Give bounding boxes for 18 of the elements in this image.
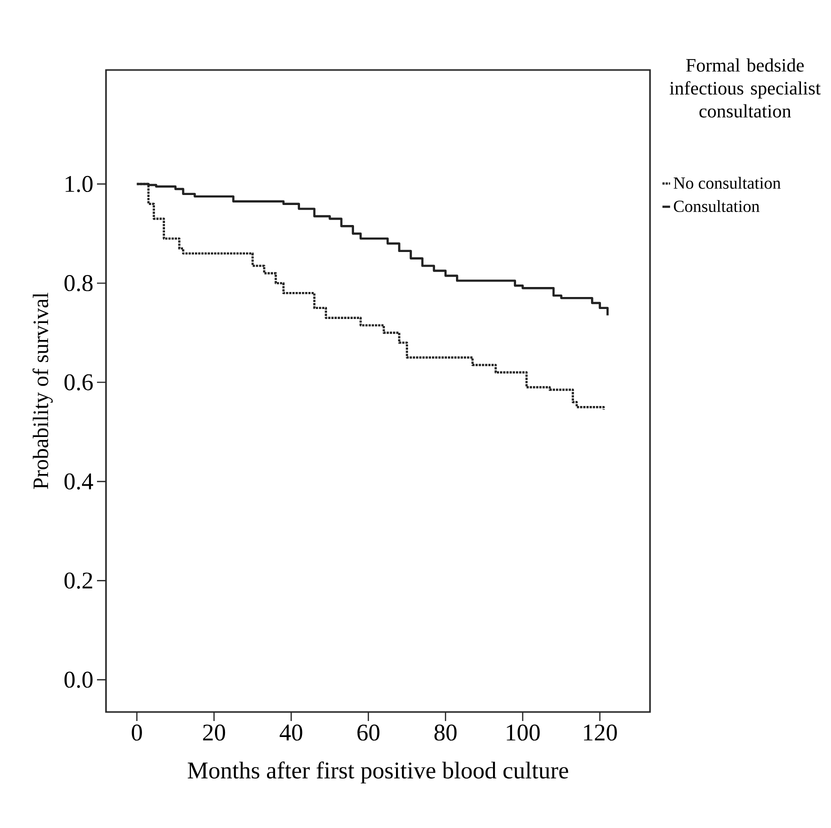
x-tick-label: 20 (203, 724, 226, 741)
x-axis-title: Months after first positive blood culture (188, 762, 568, 784)
legend-label: No consultation (674, 176, 781, 189)
y-axis-title: Probability of survival (32, 292, 53, 489)
y-tick-label: 1.0 (66, 176, 93, 192)
x-tick-label: 40 (280, 724, 302, 741)
y-tick-label: 0.0 (64, 672, 93, 688)
y-tick-label: 0.2 (64, 572, 92, 589)
x-tick-label: 100 (506, 724, 540, 741)
y-tick-label: 0.6 (64, 374, 93, 390)
x-tick-label: 60 (357, 724, 380, 741)
y-tick-label: 0.8 (64, 275, 93, 292)
y-tick-label: 0.4 (64, 473, 94, 490)
x-tick-label: 120 (584, 724, 617, 741)
legend-label: Consultation (674, 200, 760, 212)
x-tick-label: 0 (132, 724, 142, 741)
x-tick-label: 80 (434, 724, 457, 741)
legend-title: Formal bedside infectious specialist consultation (670, 58, 821, 118)
